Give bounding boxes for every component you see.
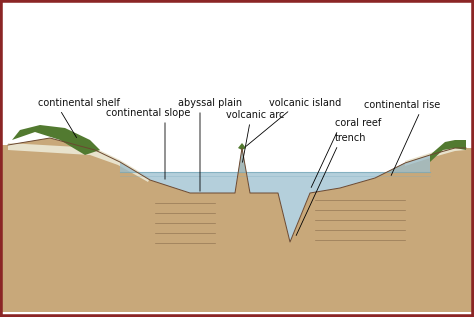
Polygon shape — [430, 140, 466, 162]
Polygon shape — [8, 143, 150, 182]
Text: trench: trench — [335, 133, 366, 143]
Text: continental rise: continental rise — [364, 100, 440, 110]
Text: coral reef: coral reef — [335, 118, 381, 128]
Polygon shape — [8, 125, 100, 155]
Text: continental slope: continental slope — [106, 108, 190, 118]
Text: abyssal plain: abyssal plain — [178, 98, 242, 108]
Polygon shape — [120, 148, 430, 280]
Text: continental shelf: continental shelf — [38, 98, 120, 108]
Polygon shape — [238, 143, 246, 150]
Text: volcanic island: volcanic island — [269, 98, 341, 108]
Polygon shape — [120, 148, 430, 242]
Polygon shape — [0, 138, 474, 312]
Text: volcanic arc: volcanic arc — [226, 110, 284, 120]
Polygon shape — [405, 146, 466, 166]
